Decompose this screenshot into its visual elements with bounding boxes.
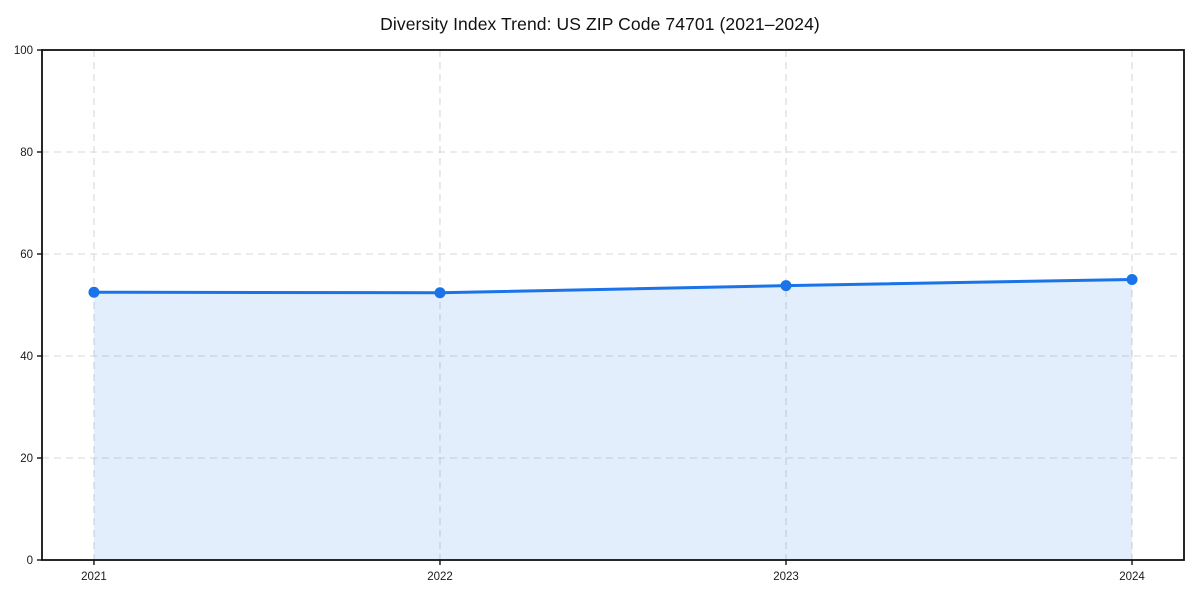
trend-line — [92, 278, 1134, 295]
data-point — [1126, 274, 1138, 285]
y-tick-label: 100 — [14, 45, 33, 57]
axes-border — [41, 49, 1185, 561]
y-tick-label: 40 — [20, 351, 33, 363]
data-point — [88, 286, 100, 298]
data-point — [434, 287, 446, 299]
data-point — [780, 280, 792, 292]
x-tick-label: 2023 — [773, 571, 799, 583]
x-tick-label: 2022 — [427, 571, 453, 583]
y-tick-label: 80 — [20, 147, 33, 159]
chart-title: Diversity Index Trend: US ZIP Code 74701… — [380, 14, 820, 34]
y-tick-label: 0 — [27, 555, 33, 567]
x-tick-label: 2021 — [81, 571, 107, 583]
area-fill — [93, 279, 1133, 560]
y-tick-label: 20 — [20, 453, 33, 465]
y-tick-label: 60 — [20, 249, 33, 261]
x-tick-label: 2024 — [1119, 571, 1145, 583]
